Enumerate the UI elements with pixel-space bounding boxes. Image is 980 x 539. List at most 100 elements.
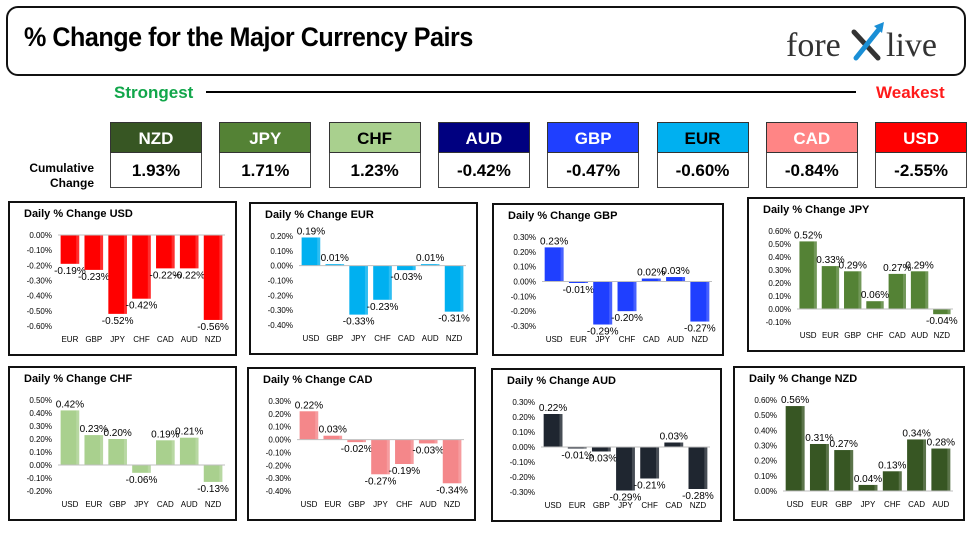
bar-rect: [347, 439, 366, 443]
x-category-label: EUR: [811, 500, 828, 509]
x-category-label: NZD: [444, 500, 461, 509]
x-category-label: EUR: [61, 335, 78, 344]
y-tick-label: -0.30%: [27, 277, 52, 286]
x-category-label: AUD: [932, 500, 949, 509]
bar-nzd: [690, 281, 710, 322]
x-category-label: NZD: [446, 334, 463, 343]
bar-eur: [568, 281, 588, 283]
bar-highlight: [436, 264, 440, 266]
y-tick-label: 0.20%: [270, 232, 293, 241]
bar-jpy: [108, 235, 127, 314]
bar-highlight: [339, 435, 343, 440]
bar-chart: 0.30% 0.20% 0.10% 0.00% -0.10% -0.20% -0.30% 0.…: [510, 398, 714, 510]
bar-rect: [617, 281, 637, 312]
y-tick-label: 0.20%: [512, 413, 535, 422]
logo-text-left: fore: [786, 27, 841, 64]
bar-eur: [323, 435, 343, 440]
bar-highlight: [801, 406, 805, 491]
bar-rect: [444, 265, 464, 312]
bar-jpy: [349, 265, 368, 315]
bar-highlight: [171, 235, 175, 269]
y-tick-label: 0.00%: [512, 443, 535, 452]
currency-tile-jpy: JPY 1.71%: [219, 122, 312, 188]
bar-rect: [888, 273, 906, 309]
data-label: -0.23%: [78, 272, 110, 283]
x-category-label: CHF: [396, 500, 413, 509]
bar-rect: [420, 264, 440, 266]
data-label: 0.03%: [660, 432, 688, 443]
bar-chf: [395, 439, 414, 464]
bar-cad: [397, 265, 416, 271]
y-tick-label: -0.30%: [510, 488, 535, 497]
header-banner: % Change for the Major Currency Pairs fo…: [6, 6, 966, 76]
bar-rect: [688, 447, 708, 489]
data-label: 0.04%: [854, 474, 882, 485]
data-label: -0.31%: [438, 314, 470, 325]
y-tick-label: 0.30%: [754, 442, 777, 451]
x-category-label: AUD: [181, 335, 198, 344]
bar-rect: [690, 281, 710, 322]
bar-chart: 0.60% 0.50% 0.40% 0.30% 0.20% 0.10% 0.00% 0.56%…: [754, 395, 955, 509]
bar-rect: [156, 440, 175, 465]
x-category-label: JPY: [351, 334, 366, 343]
y-tick-label: 0.40%: [754, 426, 777, 435]
data-label: 0.23%: [80, 424, 108, 435]
y-tick-label: 0.10%: [512, 428, 535, 437]
bar-highlight: [147, 235, 151, 299]
bar-rect: [666, 277, 686, 282]
bar-highlight: [880, 301, 884, 309]
y-tick-label: 0.00%: [29, 461, 52, 470]
tile-cumulative-value: 1.93%: [110, 153, 202, 188]
currency-tile-nzd: NZD 1.93%: [110, 122, 202, 188]
x-category-label: CAD: [643, 335, 660, 344]
y-tick-label: 0.30%: [512, 398, 535, 407]
y-tick-label: -0.60%: [27, 322, 52, 331]
bar-jpy: [371, 439, 390, 475]
x-category-label: CAD: [908, 500, 925, 509]
bar-rect: [568, 281, 588, 283]
currency-tile-gbp: GBP -0.47%: [547, 122, 640, 188]
x-category-label: CAD: [157, 335, 174, 344]
data-label: 0.52%: [794, 230, 822, 241]
bar-chart: 0.00% -0.10% -0.20% -0.30% -0.40% -0.50% -0.60…: [27, 231, 229, 344]
data-label: -0.19%: [54, 266, 86, 277]
bar-rect: [371, 439, 390, 475]
bar-highlight: [410, 439, 414, 464]
x-category-label: USD: [302, 334, 319, 343]
data-label: 0.19%: [151, 429, 179, 440]
bar-eur: [809, 443, 829, 491]
data-label: 0.19%: [297, 226, 325, 237]
data-label: -0.19%: [389, 466, 421, 477]
tile-currency-name: GBP: [547, 122, 640, 153]
bar-highlight: [947, 309, 951, 315]
bar-highlight: [76, 410, 80, 465]
data-label: 0.20%: [103, 428, 131, 439]
bar-rect: [108, 235, 127, 314]
y-tick-label: 0.30%: [268, 397, 291, 406]
tile-currency-name: NZD: [110, 122, 202, 153]
y-tick-label: 0.20%: [268, 410, 291, 419]
y-tick-label: -0.30%: [268, 306, 293, 315]
bar-aud: [910, 271, 929, 309]
y-tick-label: 0.10%: [29, 448, 52, 457]
y-tick-label: -0.10%: [27, 474, 52, 483]
bar-usd: [544, 247, 564, 282]
x-category-label: AUD: [181, 500, 198, 509]
chart-panel-3: Daily % Change GBP 0.30% 0.20% 0.10% 0.00% -0…: [492, 203, 724, 356]
data-label: -0.01%: [563, 285, 595, 296]
data-label: 0.02%: [637, 268, 665, 279]
bar-usd: [785, 406, 805, 491]
bar-nzd: [203, 465, 223, 482]
bar-highlight: [682, 277, 686, 282]
bar-highlight: [607, 447, 611, 452]
bar-chart: 0.20% 0.10% 0.00% -0.10% -0.20% -0.30% -0.40% 0…: [268, 226, 470, 343]
bar-rect: [543, 414, 563, 447]
bar-highlight: [362, 439, 366, 443]
data-label: 0.28%: [927, 438, 955, 449]
bar-highlight: [219, 465, 223, 482]
y-tick-label: 0.10%: [513, 263, 536, 272]
data-label: 0.27%: [883, 263, 911, 274]
bar-highlight: [898, 471, 902, 491]
data-label: 0.01%: [321, 253, 349, 264]
x-category-label: GBP: [844, 331, 861, 340]
